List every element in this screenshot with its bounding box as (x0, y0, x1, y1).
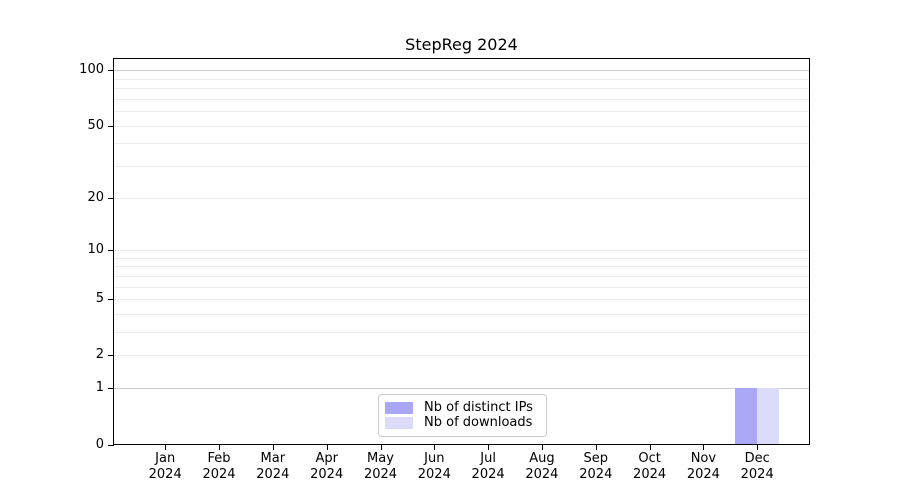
y-axis-tick (108, 299, 114, 301)
y-gridline (114, 197, 810, 199)
y-axis-tick (108, 355, 114, 357)
x-axis-tick-label: Jul 2024 (456, 451, 520, 483)
y-axis-tick (108, 197, 114, 199)
y-gridline (114, 314, 810, 315)
year-label: 2024 (740, 467, 774, 482)
x-axis-tick (165, 445, 167, 450)
month-label: Dec (744, 451, 770, 466)
plot-area-border (113, 58, 810, 445)
y-axis-tick-label: 10 (87, 242, 104, 257)
x-axis-tick (757, 445, 759, 450)
x-axis-tick (649, 445, 651, 450)
bar-distinct-ips (735, 388, 758, 445)
chart-title: StepReg 2024 (405, 35, 518, 54)
x-axis-tick (595, 445, 597, 450)
y-axis-tick-label: 100 (79, 62, 104, 78)
y-gridline (114, 286, 810, 288)
month-label: Sep (583, 451, 609, 466)
x-axis-tick-label: Apr 2024 (295, 451, 359, 483)
month-label: Jan (155, 451, 176, 466)
x-axis-tick (380, 445, 382, 450)
month-label: Jun (424, 451, 445, 466)
year-label: 2024 (471, 467, 505, 482)
y-gridline (114, 125, 810, 127)
x-axis-tick-label: May 2024 (349, 451, 413, 483)
x-axis-tick-label: Oct 2024 (618, 451, 682, 483)
year-label: 2024 (256, 467, 290, 482)
y-axis-tick (108, 125, 114, 127)
legend-row: Nb of downloads (385, 416, 538, 430)
y-axis-tick (108, 70, 114, 72)
year-label: 2024 (202, 467, 236, 482)
y-axis-tick-label: 1 (95, 380, 104, 396)
month-label: Apr (315, 451, 338, 466)
x-axis-tick-label: Sep 2024 (564, 451, 628, 483)
y-gridline-major (114, 388, 810, 390)
legend-label-downloads: Nb of downloads (424, 415, 533, 430)
y-axis-tick (108, 388, 114, 390)
y-gridline (114, 299, 810, 301)
y-gridline (114, 275, 810, 277)
y-gridline (114, 332, 810, 334)
x-axis-tick (219, 445, 220, 450)
y-gridline (114, 250, 810, 251)
x-axis-tick-label: Feb 2024 (187, 451, 251, 483)
month-label: Nov (690, 451, 717, 466)
y-axis-tick-label: 2 (95, 347, 104, 363)
x-axis-tick-label: Jun 2024 (402, 451, 466, 483)
x-axis-tick (488, 445, 490, 450)
year-label: 2024 (579, 467, 613, 482)
x-axis-tick (703, 445, 705, 450)
y-gridline (114, 166, 810, 167)
y-axis-tick-label: 0 (95, 436, 104, 452)
x-axis-tick (326, 445, 328, 450)
x-axis-tick-label: Aug 2024 (510, 451, 574, 483)
y-axis-tick-label: 50 (87, 117, 104, 133)
y-axis-tick (108, 250, 114, 251)
legend-swatch-downloads (385, 417, 413, 429)
x-axis-tick-label: Dec 2024 (725, 451, 789, 483)
y-axis-tick-label: 20 (87, 189, 104, 205)
year-label: 2024 (633, 467, 667, 482)
year-label: 2024 (525, 467, 559, 482)
month-label: Aug (529, 451, 555, 466)
y-gridline (114, 355, 810, 357)
x-axis-tick-label: Jan 2024 (133, 451, 197, 483)
x-axis-tick (434, 445, 436, 450)
year-label: 2024 (686, 467, 720, 482)
month-label: Mar (260, 451, 286, 466)
y-axis-tick (108, 444, 114, 446)
month-label: Feb (207, 451, 231, 466)
y-gridline (114, 88, 810, 90)
legend-label-distinct-ips: Nb of distinct IPs (424, 400, 533, 415)
bar-downloads (757, 388, 780, 445)
x-axis-tick (272, 445, 274, 450)
month-label: Jul (480, 451, 496, 466)
y-gridline-major (114, 70, 810, 72)
y-gridline (114, 78, 810, 80)
legend-swatch-distinct-ips (385, 402, 413, 414)
year-label: 2024 (310, 467, 344, 482)
y-gridline (114, 143, 810, 145)
legend-row: Nb of distinct IPs (385, 401, 538, 415)
year-label: 2024 (148, 467, 182, 482)
x-axis-tick (541, 445, 543, 450)
y-axis-tick-label: 5 (95, 291, 104, 307)
month-label: May (367, 451, 394, 466)
month-label: Oct (638, 451, 661, 466)
y-gridline (114, 98, 810, 100)
x-axis-tick-label: Nov 2024 (671, 451, 735, 483)
y-gridline (114, 266, 810, 268)
year-label: 2024 (363, 467, 398, 482)
y-gridline (114, 111, 810, 113)
year-label: 2024 (417, 467, 451, 482)
x-axis-tick-label: Mar 2024 (241, 451, 305, 483)
legend: Nb of distinct IPs Nb of downloads (378, 394, 547, 437)
y-gridline (114, 257, 810, 259)
